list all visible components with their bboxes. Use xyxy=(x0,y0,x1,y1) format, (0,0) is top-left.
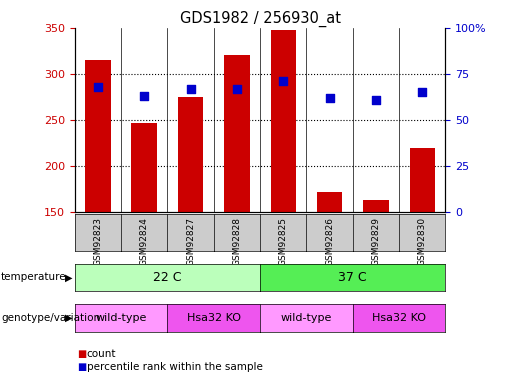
Point xyxy=(372,97,380,103)
Text: percentile rank within the sample: percentile rank within the sample xyxy=(87,362,263,372)
Text: wild-type: wild-type xyxy=(95,313,147,323)
Point xyxy=(418,90,426,96)
Point xyxy=(186,86,195,92)
Bar xyxy=(85,60,111,212)
Point xyxy=(325,95,334,101)
Bar xyxy=(131,123,157,212)
Point xyxy=(140,93,148,99)
Text: count: count xyxy=(87,350,116,359)
Text: GSM92825: GSM92825 xyxy=(279,217,288,266)
Point xyxy=(233,86,241,92)
Bar xyxy=(409,148,435,212)
Text: GSM92824: GSM92824 xyxy=(140,217,149,266)
Text: ▶: ▶ xyxy=(64,273,72,282)
Text: ▶: ▶ xyxy=(64,313,72,323)
Text: 37 C: 37 C xyxy=(338,271,367,284)
Bar xyxy=(224,55,250,212)
Text: GSM92823: GSM92823 xyxy=(93,217,102,266)
Text: GSM92828: GSM92828 xyxy=(232,217,242,266)
Text: GSM92829: GSM92829 xyxy=(371,217,381,266)
Text: Hsa32 KO: Hsa32 KO xyxy=(372,313,426,323)
Bar xyxy=(317,192,342,212)
Point xyxy=(94,84,102,90)
Text: wild-type: wild-type xyxy=(281,313,332,323)
Text: Hsa32 KO: Hsa32 KO xyxy=(187,313,241,323)
Bar xyxy=(270,30,296,212)
Text: 22 C: 22 C xyxy=(153,271,182,284)
Point xyxy=(279,78,287,84)
Text: GSM92827: GSM92827 xyxy=(186,217,195,266)
Text: genotype/variation: genotype/variation xyxy=(1,313,100,323)
Text: temperature: temperature xyxy=(1,273,66,282)
Text: GSM92830: GSM92830 xyxy=(418,217,427,266)
Title: GDS1982 / 256930_at: GDS1982 / 256930_at xyxy=(180,10,340,27)
Text: GSM92826: GSM92826 xyxy=(325,217,334,266)
Bar xyxy=(178,97,203,212)
Text: ■: ■ xyxy=(77,350,87,359)
Bar xyxy=(363,200,389,212)
Text: ■: ■ xyxy=(77,362,87,372)
